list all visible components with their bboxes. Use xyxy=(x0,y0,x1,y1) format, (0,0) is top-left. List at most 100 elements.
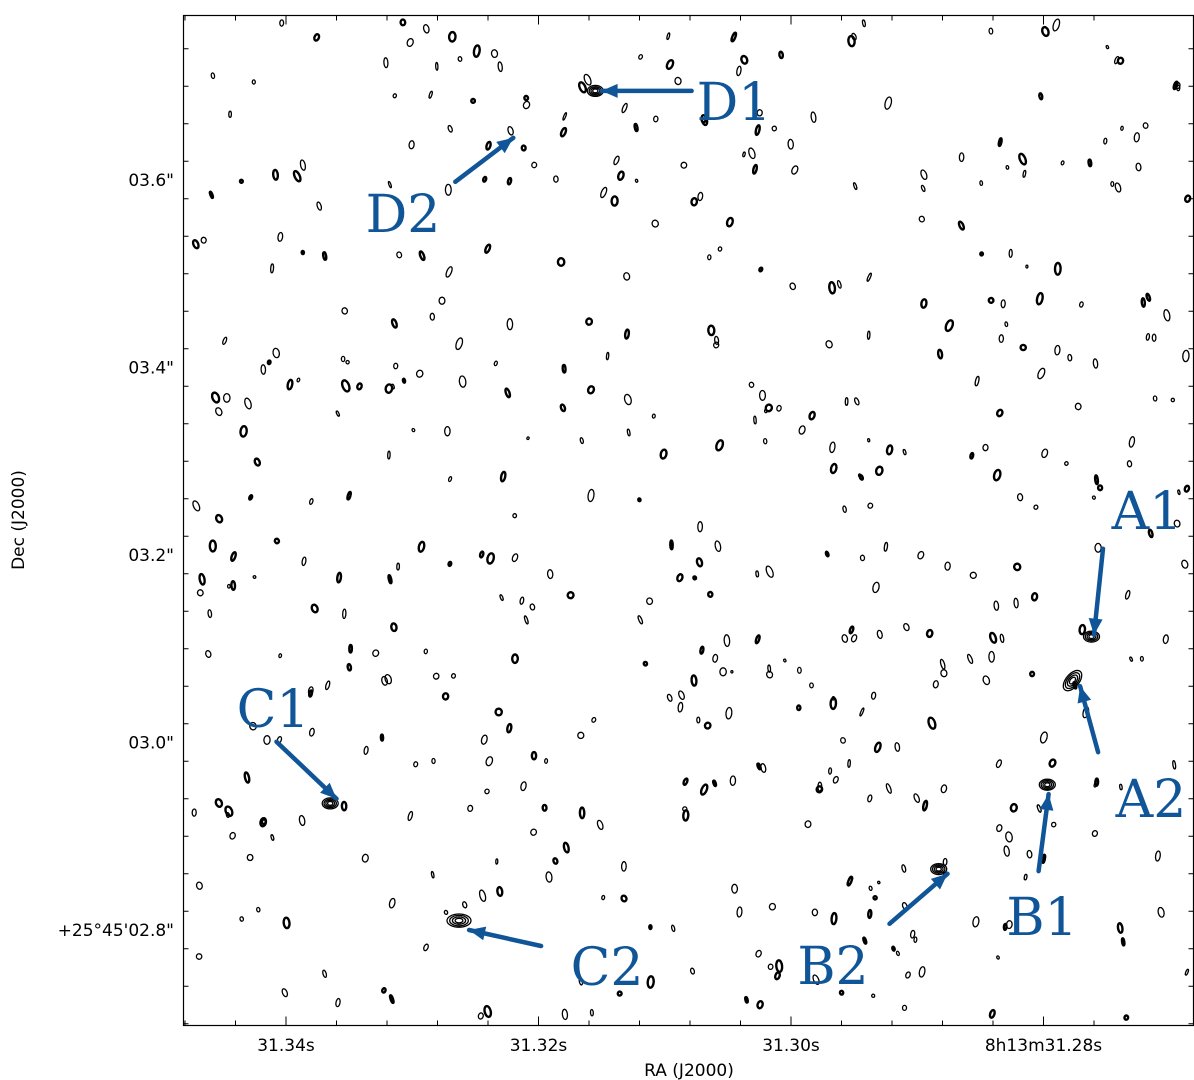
noise-contour xyxy=(273,537,281,545)
noise-contour xyxy=(195,881,203,890)
noise-contour xyxy=(388,897,396,909)
source-ring xyxy=(1044,782,1051,788)
noise-contour xyxy=(214,798,224,808)
noise-contour xyxy=(1067,353,1073,362)
noise-contour xyxy=(321,251,328,261)
source-ring xyxy=(1042,780,1053,789)
noise-contour xyxy=(494,707,504,717)
noise-contour xyxy=(447,560,453,568)
noise-contour xyxy=(1183,194,1192,204)
noise-contour xyxy=(418,250,426,262)
x-tick-label: 31.30s xyxy=(762,1036,820,1056)
noise-contour xyxy=(996,955,1000,960)
noise-contour xyxy=(1064,461,1069,466)
noise-contour xyxy=(646,597,654,606)
noise-contour xyxy=(666,32,671,41)
noise-contour xyxy=(511,553,519,563)
noise-contour xyxy=(208,539,218,553)
noise-contour xyxy=(259,816,268,828)
noise-contour xyxy=(308,727,315,737)
noise-contour xyxy=(408,140,415,150)
noise-contour xyxy=(729,775,737,787)
noise-contour xyxy=(700,117,707,124)
noise-contour xyxy=(613,155,620,166)
source-ring xyxy=(451,916,467,925)
noise-contour xyxy=(844,396,849,407)
noise-contour xyxy=(730,669,734,674)
noise-contour xyxy=(238,178,245,184)
noise-contour xyxy=(272,347,281,359)
noise-contour xyxy=(756,762,762,771)
noise-contour xyxy=(556,257,566,267)
noise-contour xyxy=(1093,474,1100,486)
noise-contour xyxy=(1012,562,1022,572)
noise-contour xyxy=(392,93,398,99)
y-axis-label: Dec (J2000) xyxy=(9,470,29,570)
annotation-d2: D2 xyxy=(366,135,516,245)
noise-contour xyxy=(871,993,876,999)
noise-contour xyxy=(651,413,656,419)
source-contours xyxy=(321,84,1101,928)
noise-contour xyxy=(810,111,817,124)
noise-contour xyxy=(561,363,567,374)
noise-contour xyxy=(559,403,567,413)
noise-contour xyxy=(868,885,873,892)
source-ring xyxy=(326,800,334,806)
source-ring xyxy=(1038,778,1056,791)
noise-contour xyxy=(666,693,673,702)
noise-contour xyxy=(787,138,794,150)
noise-contour xyxy=(979,251,985,257)
noise-contour xyxy=(225,811,231,819)
noise-contour xyxy=(346,490,352,501)
noise-contour xyxy=(1052,18,1061,32)
noise-contour xyxy=(523,94,530,102)
noise-contour xyxy=(637,497,642,503)
noise-contour xyxy=(210,391,221,404)
noise-contour xyxy=(406,37,414,48)
noise-contour xyxy=(1139,655,1144,662)
noise-contour xyxy=(596,819,604,831)
noise-contour xyxy=(988,27,994,35)
noise-contour xyxy=(340,355,346,363)
noise-contour xyxy=(605,351,610,361)
noise-contour xyxy=(1054,344,1061,356)
noise-contour xyxy=(1124,589,1131,600)
noise-contour xyxy=(485,140,492,151)
noise-contour xyxy=(939,658,946,670)
noise-contour xyxy=(670,924,676,933)
noise-contour xyxy=(742,151,746,158)
noise-contour xyxy=(736,906,743,918)
noise-contour xyxy=(530,828,538,836)
noise-contour xyxy=(872,895,878,901)
noise-contour xyxy=(301,556,307,567)
x-axis-label: RA (J2000) xyxy=(644,1061,734,1080)
source-ring xyxy=(1066,674,1079,687)
noise-contour xyxy=(847,759,851,768)
noise-contour xyxy=(561,1008,569,1021)
noise-contour xyxy=(1110,180,1115,188)
noise-contour xyxy=(756,109,763,117)
noise-contour xyxy=(472,44,481,58)
noise-contour xyxy=(282,916,291,930)
noise-contour xyxy=(390,622,398,633)
noise-contour xyxy=(191,808,197,817)
x-tick-label: 8h13m31.28s xyxy=(985,1036,1102,1056)
noise-contour xyxy=(725,706,733,720)
noise-contour xyxy=(730,31,738,43)
noise-contour xyxy=(901,1004,908,1012)
source-ring xyxy=(935,866,942,872)
noise-contour xyxy=(387,180,393,189)
noise-contour xyxy=(867,794,873,803)
noise-contour xyxy=(457,56,463,62)
noise-contour xyxy=(251,79,256,85)
noise-contour xyxy=(1120,937,1126,947)
noise-contour xyxy=(484,243,492,254)
noise-contour xyxy=(1118,783,1123,791)
noise-contour xyxy=(944,319,955,333)
noise-contour xyxy=(478,889,487,902)
noise-contour xyxy=(623,328,631,340)
noise-contour xyxy=(988,650,995,663)
annotation-arrowhead xyxy=(469,926,487,941)
noise-contour xyxy=(300,249,306,256)
